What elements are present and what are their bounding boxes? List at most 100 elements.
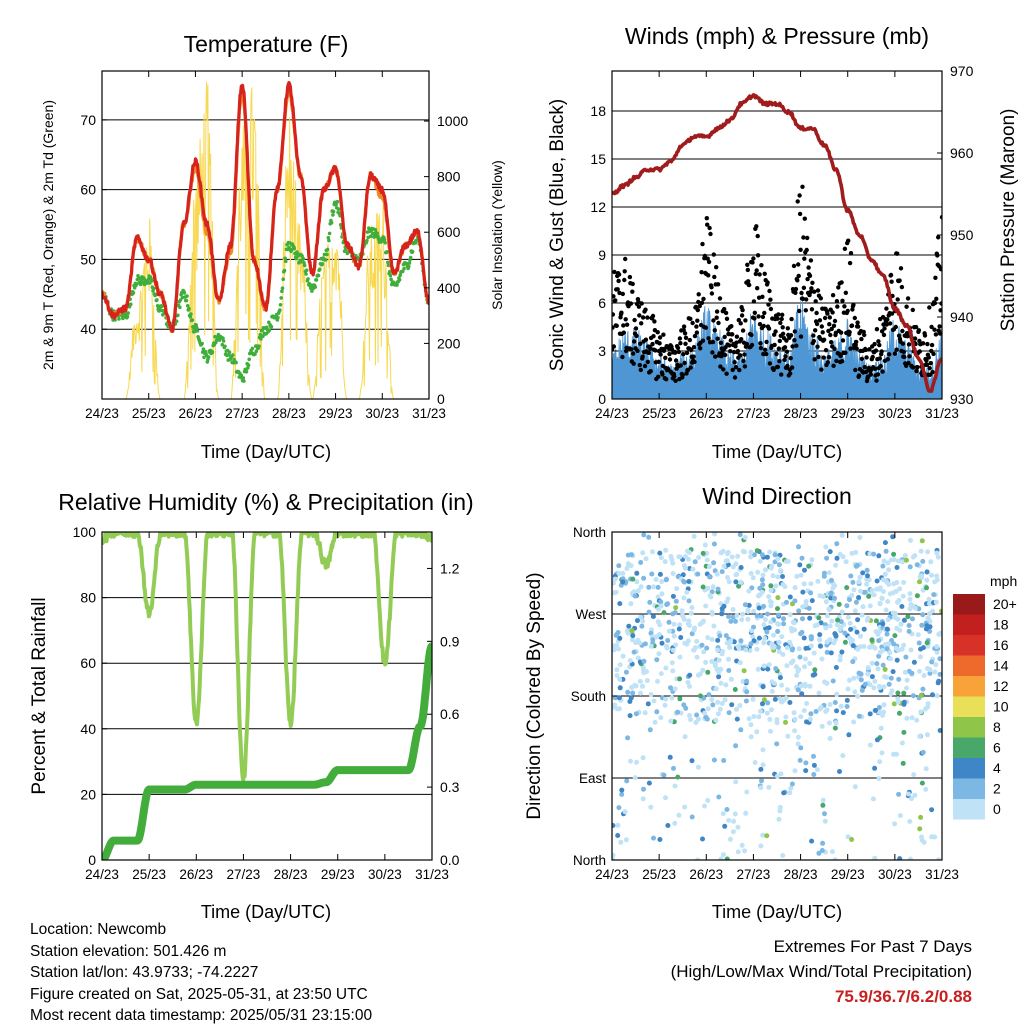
dewpoint-point	[194, 323, 198, 327]
direction-point	[665, 638, 671, 643]
direction-point	[832, 595, 837, 601]
direction-point	[624, 778, 630, 784]
direction-point	[612, 580, 616, 586]
x-tick-label: 31/23	[415, 867, 449, 882]
dewpoint-point	[234, 360, 238, 365]
direction-point	[906, 628, 912, 634]
gust-point	[795, 199, 800, 204]
gust-point	[849, 323, 855, 328]
dewpoint-point	[386, 263, 391, 268]
direction-point	[634, 759, 639, 765]
direction-point	[750, 696, 756, 702]
direction-point	[738, 565, 744, 570]
gust-point	[768, 306, 774, 312]
direction-point	[832, 700, 838, 705]
direction-point	[691, 627, 697, 633]
direction-point	[691, 647, 697, 653]
direction-point	[616, 695, 622, 701]
extremes-box: Extremes For Past 7 Days (High/Low/Max W…	[671, 934, 972, 1009]
direction-point	[640, 683, 645, 689]
direction-point	[652, 719, 658, 725]
direction-point	[936, 857, 941, 860]
gust-point	[699, 300, 705, 305]
extremes-subtitle: (High/Low/Max Wind/Total Precipitation)	[670, 962, 972, 981]
direction-point	[775, 595, 781, 601]
direction-point	[764, 833, 770, 839]
humidity-frame	[101, 531, 433, 861]
direction-point	[824, 680, 830, 686]
gust-point	[767, 361, 773, 366]
gust-point	[768, 297, 773, 302]
gust-point	[730, 332, 735, 337]
direction-point	[690, 566, 696, 572]
direction-point	[908, 647, 914, 653]
direction-point	[890, 534, 896, 540]
dewpoint-point	[318, 267, 322, 272]
direction-point	[856, 579, 862, 585]
dewpoint-point	[325, 252, 329, 257]
direction-point	[881, 558, 887, 564]
gust-point	[712, 274, 717, 280]
direction-point	[866, 593, 872, 599]
gust-point	[678, 341, 683, 346]
direction-point	[787, 700, 793, 705]
direction-point	[803, 768, 809, 774]
direction-point	[714, 571, 720, 577]
direction-point	[634, 579, 640, 585]
gust-point	[910, 307, 915, 313]
direction-point	[663, 665, 669, 671]
direction-point	[681, 595, 687, 601]
dewpoint-point	[335, 199, 340, 204]
direction-point	[651, 835, 656, 841]
direction-point	[670, 593, 676, 599]
direction-point	[899, 740, 905, 746]
direction-point	[616, 805, 622, 811]
direction-point	[617, 685, 623, 691]
gust-point	[757, 322, 763, 327]
gust-point	[734, 340, 739, 345]
direction-point	[776, 612, 781, 618]
gust-point	[882, 326, 887, 331]
direction-point	[768, 583, 774, 589]
gust-point	[657, 335, 663, 340]
direction-point	[882, 667, 888, 672]
direction-point	[773, 666, 779, 672]
gust-point	[911, 365, 916, 370]
direction-point	[795, 687, 801, 693]
direction-point	[925, 549, 931, 555]
direction-point	[792, 598, 798, 604]
dewpoint-point	[383, 241, 388, 245]
direction-point	[808, 590, 814, 596]
direction-point	[667, 754, 673, 760]
recent-timestamp: Most recent data timestamp: 2025/05/31 2…	[30, 1007, 373, 1024]
direction-point	[687, 684, 692, 689]
gust-point	[782, 357, 787, 363]
dewpoint-point	[250, 346, 255, 351]
direction-point	[872, 765, 878, 771]
dewpoint-point	[316, 273, 321, 278]
direction-point	[716, 674, 722, 680]
direction-point	[794, 573, 800, 579]
direction-point	[766, 784, 772, 790]
direction-point	[619, 787, 625, 793]
direction-point	[901, 642, 907, 648]
gust-point	[651, 334, 656, 339]
direction-point	[879, 750, 885, 756]
gust-point	[878, 363, 883, 369]
direction-point	[882, 540, 888, 546]
direction-point	[616, 563, 622, 569]
dewpoint-point	[336, 207, 341, 211]
direction-point	[796, 646, 802, 652]
direction-point	[887, 591, 893, 597]
y-tick-label: 80	[80, 590, 96, 606]
direction-point	[826, 607, 832, 613]
direction-point	[816, 850, 822, 856]
direction-point	[798, 572, 804, 578]
y2-tick-label: 930	[950, 391, 974, 407]
gust-point	[635, 348, 640, 354]
x-tick-label: 28/23	[274, 867, 308, 882]
gust-point	[845, 308, 850, 314]
direction-point	[737, 532, 743, 538]
gust-point	[672, 374, 677, 379]
direction-point	[849, 837, 855, 842]
